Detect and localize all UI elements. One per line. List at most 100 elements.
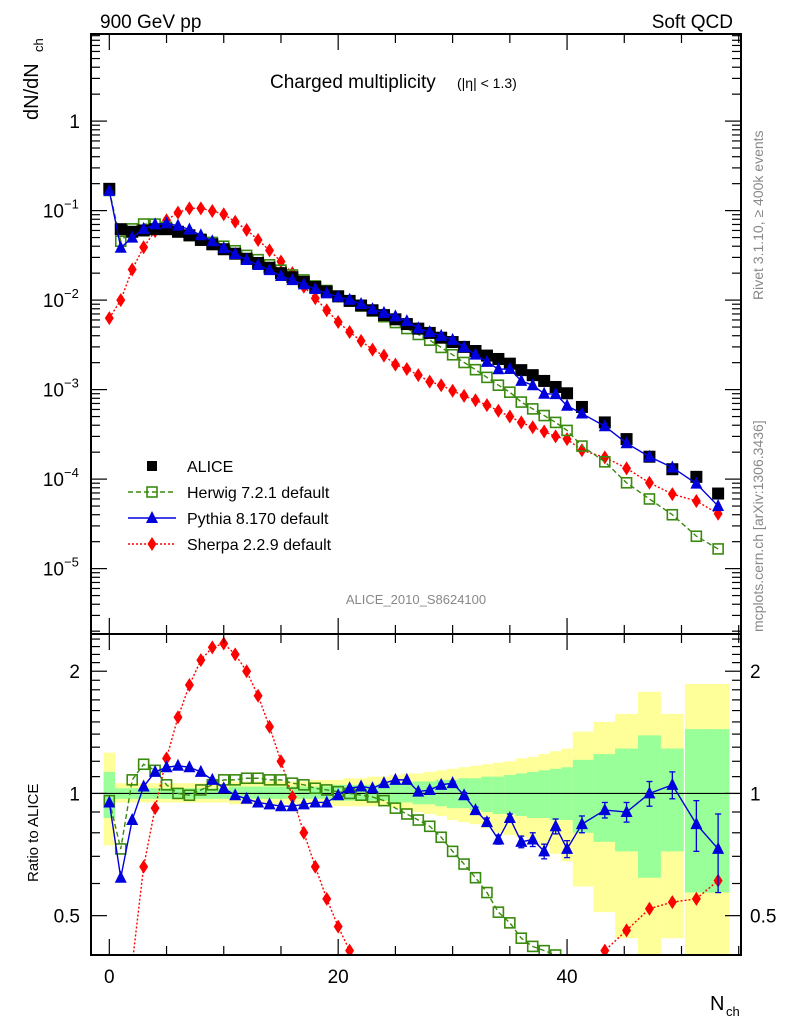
pythia-point — [297, 277, 310, 290]
ratio-herwig-point — [562, 957, 572, 967]
alice-point — [538, 374, 551, 387]
herwig-point — [515, 396, 528, 408]
herwig-point — [504, 386, 516, 398]
sherpa-point — [276, 254, 286, 269]
ratio-sherpa-point — [310, 859, 320, 874]
side-label-bottom: mcplots.cern.ch [arXiv:1306.3436] — [750, 420, 766, 632]
ratio-pythia-point — [538, 844, 551, 857]
pythia-point — [480, 354, 493, 367]
ratio-sherpa-point — [437, 1017, 446, 1024]
ratio-pythia-point — [206, 772, 219, 785]
y-tick-label-ratio-right: 1 — [750, 784, 761, 805]
ratio-herwig-point — [275, 774, 287, 786]
ratio-herwig-point — [378, 794, 390, 807]
pythia-point — [712, 499, 725, 512]
x-tick-label: 0 — [104, 967, 115, 988]
ratio-herwig-point — [600, 967, 610, 977]
corner-label-right: Soft QCD — [652, 12, 733, 33]
sherpa-point — [622, 461, 632, 476]
stat-uncertainty-band-bin — [538, 770, 550, 818]
ratio-sherpa-point — [230, 647, 240, 662]
herwig-point — [446, 348, 459, 361]
alice-point — [515, 364, 528, 377]
ratio-sherpa-point — [528, 1005, 537, 1019]
pythia-point — [492, 362, 505, 375]
ratio-herwig-point — [515, 932, 528, 944]
pythia-point — [389, 309, 402, 322]
pythia-point — [194, 228, 207, 241]
y-axis-label-ratio: Ratio to ALICE — [25, 784, 42, 882]
ratio-herwig-point — [286, 777, 299, 789]
pythia-point — [137, 221, 150, 234]
ratio-pythia-point — [469, 803, 482, 816]
x-tick-label: 40 — [556, 967, 577, 988]
y-tick-label-ratio-right: 2 — [750, 662, 761, 683]
x-axis-label-subscript: ch — [726, 1004, 740, 1019]
ratio-herwig-point — [538, 944, 550, 955]
ratio-herwig-point — [458, 858, 470, 870]
corner-label-left: 900 GeV pp — [100, 12, 201, 33]
sherpa-point — [482, 398, 492, 413]
ratio-herwig-point — [137, 758, 150, 771]
ratio-sherpa-point — [357, 962, 366, 976]
ratio-sherpa-point — [691, 891, 701, 906]
ratio-herwig-point — [412, 814, 425, 826]
sherpa-point — [230, 214, 240, 229]
pythia-point — [666, 460, 679, 473]
rivet-version-label: Rivet 3.1.10, ≥ 400k events — [750, 130, 766, 300]
stat-uncertainty-band-bin — [401, 783, 413, 803]
ratio-pythia-point — [446, 776, 459, 789]
y-tick-label-exponent: −4 — [64, 465, 79, 480]
uncertainty-bands — [91, 684, 741, 955]
stat-uncertainty-band-bin — [549, 768, 562, 821]
pythia-point — [549, 387, 562, 400]
sherpa-point — [667, 487, 677, 502]
alice-point — [712, 487, 725, 500]
sherpa-point — [242, 222, 252, 237]
pythia-point — [355, 296, 368, 309]
ratio-pythia-point — [458, 788, 471, 801]
sherpa-point — [253, 232, 263, 247]
ratio-pythia-point — [183, 760, 196, 773]
ratio-pythia-point — [343, 781, 356, 794]
pythia-point — [343, 292, 356, 305]
ratio-sherpa-point — [276, 754, 286, 769]
ratio-pythia-point — [320, 795, 333, 808]
x-axis-label-text: N — [710, 993, 724, 1015]
pythia-point — [206, 234, 219, 247]
y-tick-label-ratio-right: 0.5 — [750, 907, 776, 928]
legend-sherpa-marker — [147, 537, 157, 551]
stat-uncertainty-band-bin — [481, 776, 493, 813]
ratio-pythia-point — [643, 786, 656, 799]
y-tick-label-ratio: 0.5 — [54, 907, 80, 928]
y-tick-label-ratio: 1 — [69, 784, 80, 805]
herwig-point — [458, 356, 470, 369]
herwig-point — [492, 379, 505, 392]
y-axis-label-text: dN/dN — [21, 63, 43, 120]
ratio-pythia-point — [137, 779, 150, 792]
plot-title: Charged multiplicity — [270, 72, 436, 93]
ratio-herwig-point — [504, 917, 516, 929]
ratio-pythia-point — [194, 764, 207, 777]
sherpa-point — [448, 383, 458, 398]
pythia-point — [469, 347, 482, 360]
pythia-point — [503, 361, 516, 374]
pythia-point — [575, 406, 588, 419]
ratio-pythia-point — [666, 777, 679, 790]
ratio-sherpa-point — [139, 859, 149, 874]
ratio-pythia-point — [229, 788, 242, 801]
ratio-pythia-point — [332, 788, 345, 801]
stat-uncertainty-band-bin — [492, 776, 505, 814]
pythia-point — [377, 305, 390, 318]
stat-uncertainty-band-bin — [527, 771, 539, 818]
legend-alice-marker — [147, 461, 157, 471]
ratio-sherpa-point — [551, 993, 560, 1007]
stat-uncertainty-band-bin — [469, 778, 482, 811]
pythia-point — [286, 273, 299, 286]
ratio-series-sherpa — [132, 636, 723, 1024]
y-tick-label-exponent: −1 — [64, 197, 79, 212]
ratio-sherpa-point — [345, 943, 355, 955]
pythia-point — [309, 282, 322, 295]
ratio-herwig-point — [160, 779, 173, 791]
side-label-top: Rivet 3.1.10, ≥ 400k events — [750, 130, 766, 300]
